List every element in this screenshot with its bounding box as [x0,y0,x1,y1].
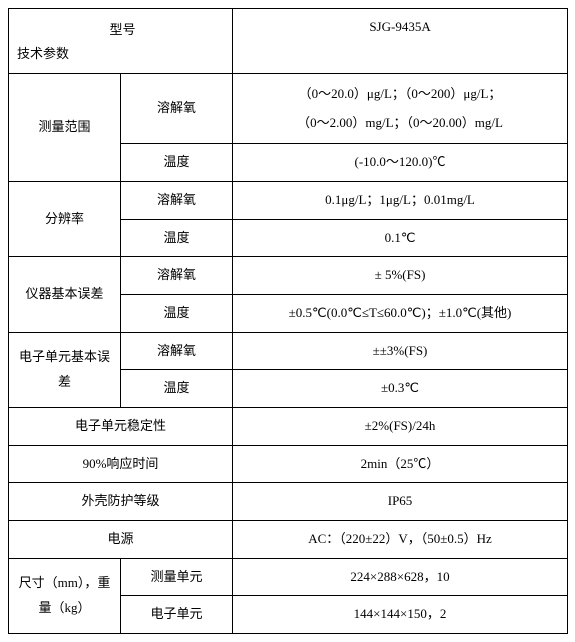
resolution-do-label: 溶解氧 [121,181,233,219]
response-value: 2min（25℃） [233,445,568,483]
stability-value: ±2%(FS)/24h [233,408,568,446]
header-model: SJG-9435A [233,9,568,74]
elec-error-temp-value: ±0.3℃ [233,370,568,408]
measure-range-temp-value: (-10.0～120.0)℃ [233,144,568,182]
resolution-temp-value: 0.1℃ [233,219,568,257]
basic-error-do-label: 溶解氧 [121,257,233,295]
basic-error-label: 仪器基本误差 [9,257,121,332]
header-left-top: 型号 [17,18,228,43]
elec-error-temp-label: 温度 [121,370,233,408]
header-left-cell: 型号 技术参数 [9,9,233,74]
size-meas-value: 224×288×628，10 [233,558,568,596]
stability-label: 电子单元稳定性 [9,408,233,446]
basic-error-temp-value: ±0.5℃(0.0℃≤T≤60.0℃)；±1.0℃(其他) [233,294,568,332]
size-elec-value: 144×144×150，2 [233,596,568,634]
resolution-label: 分辨率 [9,181,121,256]
basic-error-temp-label: 温度 [121,294,233,332]
elec-error-do-value: ±±3%(FS) [233,332,568,370]
power-label: 电源 [9,521,233,559]
spec-table: 型号 技术参数 SJG-9435A 测量范围 溶解氧 （0～20.0）μg/L；… [8,8,568,634]
size-meas-label: 测量单元 [121,558,233,596]
measure-range-do-value: （0～20.0）μg/L；（0～200）μg/L； （0～2.00）mg/L；（… [233,74,568,144]
power-value: AC：（220±22）V，（50±0.5）Hz [233,521,568,559]
measure-range-do-label: 溶解氧 [121,74,233,144]
elec-error-do-label: 溶解氧 [121,332,233,370]
resolution-temp-label: 温度 [121,219,233,257]
elec-error-label: 电子单元基本误差 [9,332,121,407]
resolution-do-value: 0.1μg/L；1μg/L；0.01mg/L [233,181,568,219]
measure-range-temp-label: 温度 [121,144,233,182]
response-label: 90%响应时间 [9,445,233,483]
size-label: 尺寸（mm），重量（kg） [9,558,121,633]
basic-error-do-value: ± 5%(FS) [233,257,568,295]
measure-range-label: 测量范围 [9,74,121,182]
header-left-bottom: 技术参数 [17,42,228,67]
size-elec-label: 电子单元 [121,596,233,634]
